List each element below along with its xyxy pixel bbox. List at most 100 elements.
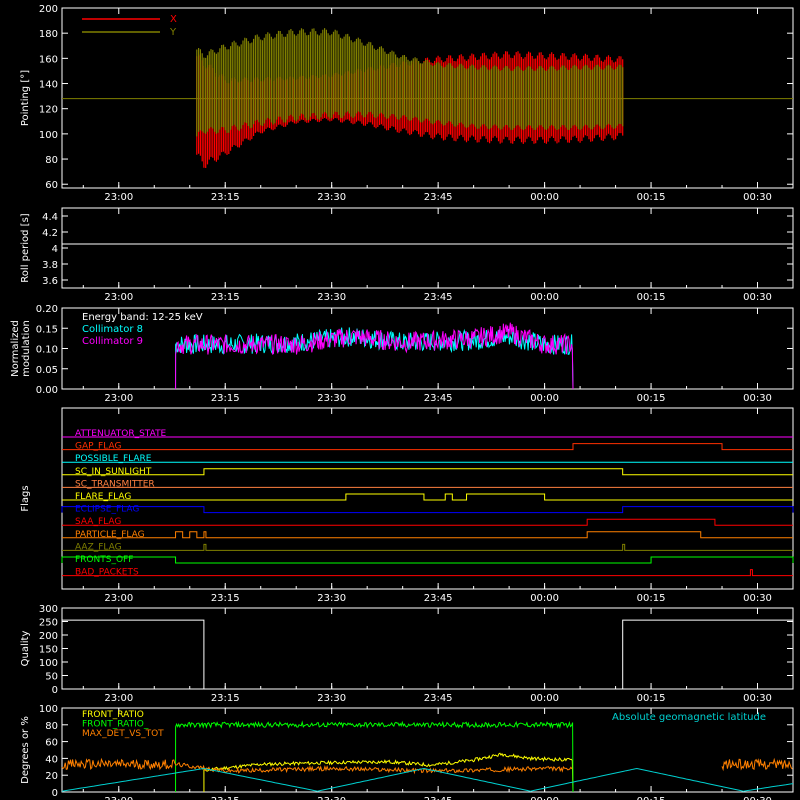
right-annotation-geomagnetic: Absolute geomagnetic latitude xyxy=(612,712,766,723)
y-tick-label: 0 xyxy=(52,685,58,696)
y-tick-label: 60 xyxy=(45,180,58,191)
y-tick-label: 150 xyxy=(39,645,58,656)
x-tick-label: 00:30 xyxy=(743,393,772,404)
x-tick-label: 23:30 xyxy=(317,796,346,800)
legend-label-max_det_vs_tot: MAX_DET_VS_TOT xyxy=(82,729,164,739)
flag-label-aaz_flag: AAZ_FLAG xyxy=(75,542,122,552)
y-tick-label: 180 xyxy=(39,29,58,40)
x-tick-label: 23:15 xyxy=(211,192,240,203)
ratios-frame xyxy=(61,707,794,793)
series-collimator-9 xyxy=(175,322,574,390)
flag-line-eclipse_flag xyxy=(61,506,794,514)
y-tick-label: 50 xyxy=(45,672,58,683)
y-tick-label: 20 xyxy=(45,771,58,782)
x-tick-label: 00:15 xyxy=(637,192,666,203)
x-tick-label: 23:15 xyxy=(211,593,240,604)
series-front_ratio xyxy=(203,752,574,793)
y-axis-label-line1: Normalized xyxy=(10,320,21,377)
y-tick-label: 3.6 xyxy=(42,276,58,287)
flag-line-fronts_off xyxy=(61,556,794,564)
y-axis-label: Roll period [s] xyxy=(20,213,31,282)
x-tick-label: 00:15 xyxy=(637,796,666,800)
y-tick-label: 300 xyxy=(39,604,58,615)
x-tick-label: 23:30 xyxy=(317,292,346,303)
y-axis-label: Degrees or % xyxy=(20,716,31,784)
x-tick-label: 23:45 xyxy=(424,192,453,203)
legend-label-collimator-9: Collimator 9 xyxy=(82,336,143,347)
x-tick-label: 23:00 xyxy=(104,393,133,404)
series-absolute-geomagnetic-latitude xyxy=(61,767,794,792)
x-tick-label: 23:30 xyxy=(317,593,346,604)
y-tick-label: 140 xyxy=(39,80,58,91)
x-tick-label: 23:15 xyxy=(211,393,240,404)
y-tick-label: 80 xyxy=(45,155,58,166)
flag-line-sc_in_sunlight xyxy=(62,468,793,476)
x-tick-label: 00:00 xyxy=(530,292,559,303)
y-tick-label: 4.4 xyxy=(42,212,58,223)
flag-label-attenuator_state: ATTENUATOR_STATE xyxy=(75,429,167,439)
annotation-energy-band: Energy band: 12-25 keV xyxy=(82,312,203,323)
flag-label-gap_flag: GAP_FLAG xyxy=(75,442,121,452)
y-axis-label: Pointing [°] xyxy=(20,70,31,126)
series-max_det_vs_tot xyxy=(61,757,793,775)
y-tick-label: 0.05 xyxy=(36,365,58,376)
x-tick-label: 00:30 xyxy=(743,693,772,704)
flag-line-flare_flag xyxy=(62,493,793,501)
legend-label-front_ratio_: FRONT_RATIO_ xyxy=(82,720,149,730)
x-tick-label: 00:00 xyxy=(530,393,559,404)
y-tick-label: 0.20 xyxy=(36,304,58,315)
x-tick-label: 23:45 xyxy=(424,393,453,404)
x-tick-label: 00:30 xyxy=(743,192,772,203)
legend-label-x: X xyxy=(170,14,177,25)
flag-line-gap_flag xyxy=(62,443,793,451)
flag-label-eclipse_flag: ECLIPSE_FLAG xyxy=(75,505,139,515)
flag-line-particle_flag xyxy=(62,531,793,539)
x-tick-label: 23:15 xyxy=(211,693,240,704)
x-tick-label: 23:45 xyxy=(424,593,453,604)
x-tick-label: 23:00 xyxy=(104,796,133,800)
x-tick-label: 23:00 xyxy=(104,192,133,203)
x-tick-label: 23:00 xyxy=(104,593,133,604)
flag-label-flare_flag: FLARE_FLAG xyxy=(75,492,131,502)
flag-line-bad_packets xyxy=(62,569,793,577)
flag-label-particle_flag: PARTICLE_FLAG xyxy=(75,530,145,540)
x-tick-label: 00:00 xyxy=(530,192,559,203)
x-tick-label: 00:15 xyxy=(637,292,666,303)
legend-label-collimator-8: Collimator 8 xyxy=(82,324,143,335)
y-tick-label: 0 xyxy=(52,788,58,799)
x-tick-label: 00:00 xyxy=(530,693,559,704)
x-tick-label: 00:15 xyxy=(637,393,666,404)
x-tick-label: 00:15 xyxy=(637,593,666,604)
flag-label-bad_packets: BAD_PACKETS xyxy=(75,568,139,578)
x-tick-label: 00:30 xyxy=(743,796,772,800)
y-tick-label: 200 xyxy=(39,631,58,642)
y-tick-label: 0.10 xyxy=(36,345,58,356)
y-tick-label: 4 xyxy=(52,244,58,255)
x-tick-label: 23:30 xyxy=(317,192,346,203)
x-tick-label: 23:45 xyxy=(424,292,453,303)
y-tick-label: 100 xyxy=(39,658,58,669)
y-tick-label: 60 xyxy=(45,738,58,749)
quality-line xyxy=(62,619,793,690)
x-tick-label: 00:00 xyxy=(530,796,559,800)
y-tick-label: 250 xyxy=(39,618,58,629)
x-tick-label: 23:00 xyxy=(104,292,133,303)
y-tick-label: 80 xyxy=(45,721,58,732)
x-tick-label: 23:30 xyxy=(317,693,346,704)
x-tick-label: 00:30 xyxy=(743,593,772,604)
y-axis-label: Quality xyxy=(20,631,31,667)
pointing-frame xyxy=(61,7,794,189)
y-tick-label: 0.00 xyxy=(36,385,58,396)
legend-label-front_ratio: FRONT_RATIO xyxy=(82,710,144,720)
x-tick-label: 23:00 xyxy=(104,693,133,704)
flag-label-sc_in_sunlight: SC_IN_SUNLIGHT xyxy=(75,467,152,477)
y-tick-label: 40 xyxy=(45,754,58,765)
x-tick-label: 00:30 xyxy=(743,292,772,303)
x-tick-label: 23:15 xyxy=(211,796,240,800)
flag-label-saa_flag: SAA_FLAG xyxy=(75,517,121,527)
x-tick-label: 23:45 xyxy=(424,796,453,800)
flags-frame xyxy=(61,407,794,590)
y-tick-label: 160 xyxy=(39,54,58,65)
y-tick-label: 200 xyxy=(39,4,58,15)
